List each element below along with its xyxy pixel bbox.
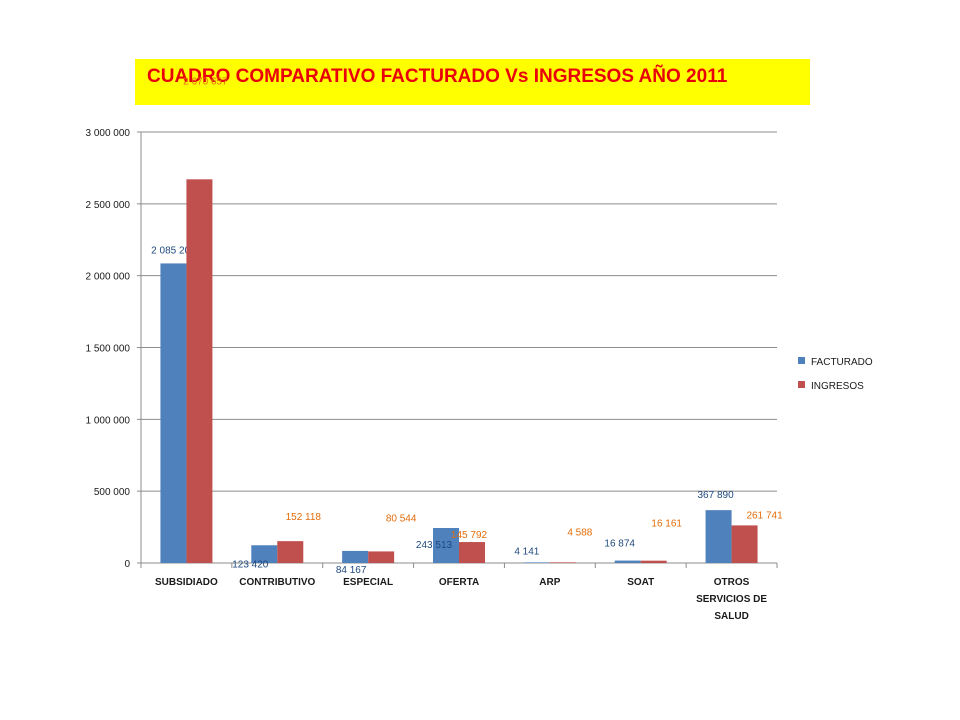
bar-facturado bbox=[523, 562, 550, 563]
data-label: 367 890 bbox=[697, 490, 734, 501]
data-label: 2 670 657 bbox=[183, 76, 228, 87]
bar-ingresos bbox=[277, 541, 304, 563]
data-label: 84 167 bbox=[336, 565, 367, 576]
y-tick-label: 2 000 000 bbox=[86, 272, 131, 283]
chart-title-box: CUADRO COMPARATIVO FACTURADO Vs INGRESOS… bbox=[135, 59, 810, 105]
x-tick-label: SERVICIOS DE bbox=[696, 594, 767, 605]
x-tick-label: ESPECIAL bbox=[343, 577, 393, 588]
bar-ingresos bbox=[731, 525, 758, 563]
legend-label: FACTURADO bbox=[811, 357, 873, 368]
data-label: 123 420 bbox=[232, 559, 269, 570]
y-tick-label: 1 000 000 bbox=[86, 415, 131, 426]
bar-facturado bbox=[433, 528, 459, 563]
x-tick-label: SUBSIDIADO bbox=[155, 577, 218, 588]
data-label: 2 085 209 bbox=[151, 245, 196, 256]
data-label: 152 118 bbox=[286, 512, 322, 523]
x-tick-label: SALUD bbox=[714, 611, 748, 622]
bar-facturado bbox=[251, 545, 278, 563]
x-tick-label: OFERTA bbox=[439, 577, 479, 588]
x-tick-label: ARP bbox=[539, 577, 560, 588]
bar-facturado bbox=[614, 560, 641, 563]
chart-title: CUADRO COMPARATIVO FACTURADO Vs INGRESOS… bbox=[147, 66, 728, 87]
data-label: 145 792 bbox=[451, 530, 488, 541]
bar-facturado bbox=[705, 510, 732, 563]
bar-ingresos bbox=[459, 542, 485, 563]
y-tick-label: 3 000 000 bbox=[86, 128, 131, 139]
data-label: 80 544 bbox=[386, 513, 417, 524]
x-tick-label: OTROS bbox=[714, 577, 750, 588]
bar-ingresos bbox=[640, 560, 667, 563]
data-label: 16 874 bbox=[604, 539, 635, 550]
legend-label: INGRESOS bbox=[811, 381, 864, 392]
legend-swatch bbox=[798, 357, 805, 364]
x-tick-label: CONTRIBUTIVO bbox=[239, 577, 315, 588]
data-label: 4 141 bbox=[514, 546, 539, 557]
data-label: 16 161 bbox=[651, 519, 682, 530]
data-label: 4 588 bbox=[567, 527, 592, 538]
y-tick-label: 0 bbox=[124, 559, 130, 570]
data-label: 261 741 bbox=[746, 510, 783, 521]
y-tick-label: 1 500 000 bbox=[86, 344, 131, 355]
bar-ingresos bbox=[186, 179, 213, 563]
y-tick-label: 2 500 000 bbox=[86, 200, 131, 211]
legend-swatch bbox=[798, 381, 805, 388]
y-tick-label: 500 000 bbox=[94, 487, 131, 498]
x-tick-label: SOAT bbox=[627, 577, 654, 588]
data-label: 243 513 bbox=[416, 540, 453, 551]
bar-ingresos bbox=[549, 562, 576, 563]
bar-facturado bbox=[342, 550, 369, 563]
bar-facturado bbox=[160, 263, 187, 563]
bar-ingresos bbox=[368, 551, 395, 563]
